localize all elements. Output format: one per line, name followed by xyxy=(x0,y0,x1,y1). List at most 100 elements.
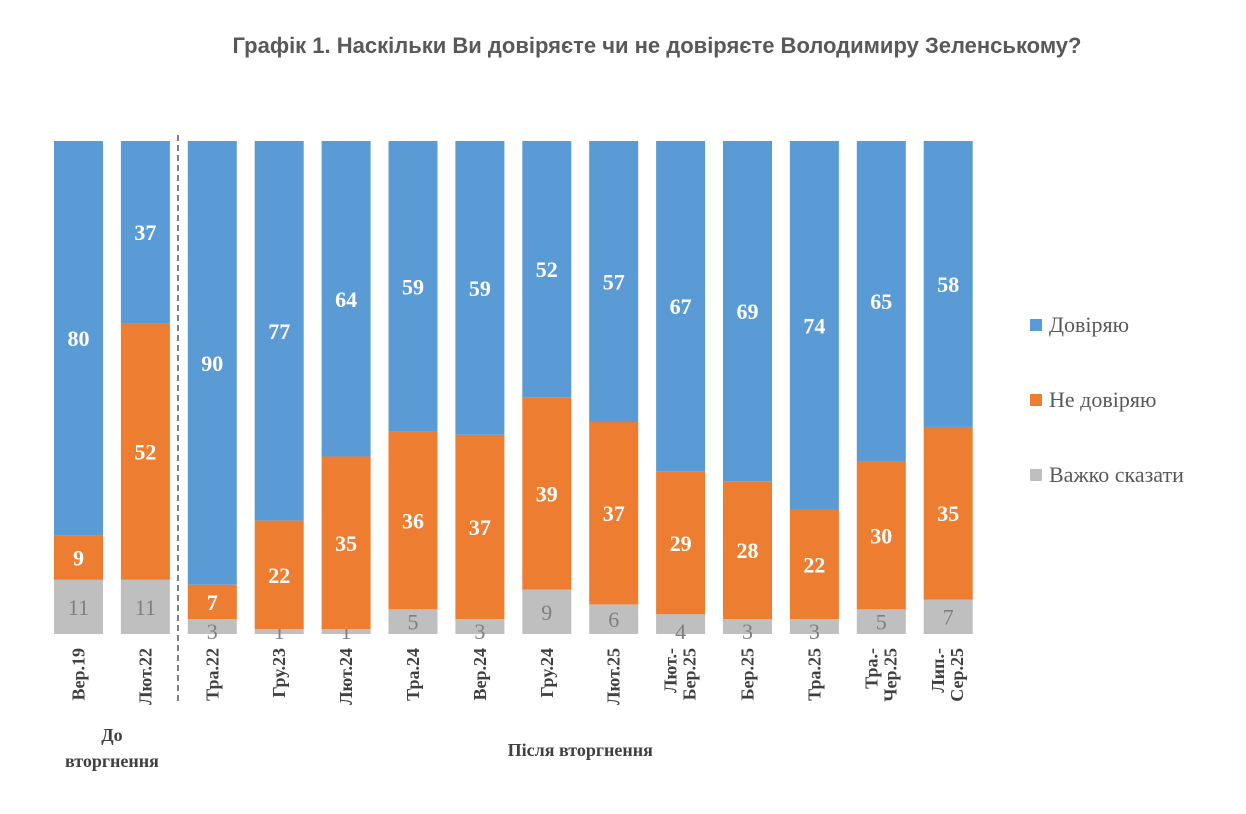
bar-segment xyxy=(789,619,839,634)
data-label: 5 xyxy=(876,610,887,635)
bar-segment xyxy=(254,629,304,634)
bar-segment xyxy=(187,619,237,634)
bar-segment xyxy=(522,141,572,398)
data-label: 65 xyxy=(870,289,892,314)
bar-segment xyxy=(856,461,906,610)
category-label: Лют.24 xyxy=(336,648,356,705)
bar-segment xyxy=(723,481,772,620)
data-label: 28 xyxy=(737,538,759,563)
bar-segment xyxy=(923,141,973,427)
bar-segment xyxy=(187,584,237,620)
data-label: 1 xyxy=(341,619,352,644)
legend-swatch xyxy=(1030,394,1042,406)
data-label: 58 xyxy=(937,272,959,297)
bar-segment xyxy=(723,141,772,482)
data-label: 52 xyxy=(134,440,156,465)
data-label: 9 xyxy=(541,600,552,625)
bar-segment xyxy=(120,579,170,634)
bar-segment xyxy=(54,141,103,536)
bar-segment xyxy=(923,599,973,634)
bar-segment xyxy=(656,471,706,615)
category-label: Тра.25 xyxy=(804,648,824,701)
data-label: 11 xyxy=(68,595,89,620)
group-label: Після вторгнення xyxy=(508,740,653,760)
data-label: 64 xyxy=(335,287,357,312)
data-label: 35 xyxy=(937,501,959,526)
bar-segment xyxy=(589,422,639,605)
bar-segment xyxy=(254,520,304,630)
legend-swatch xyxy=(1030,469,1042,481)
data-label: 52 xyxy=(536,257,558,282)
bar-segment xyxy=(923,426,973,600)
data-label: 35 xyxy=(335,531,357,556)
data-label: 74 xyxy=(803,313,825,338)
bar-segment xyxy=(388,141,438,432)
bar-segment xyxy=(455,434,505,620)
category-label: Тра.-Чер.25 xyxy=(861,648,900,702)
bar-segment xyxy=(388,609,438,634)
bar-segment xyxy=(321,629,371,634)
bar-segment xyxy=(856,141,906,462)
data-label: 3 xyxy=(742,619,753,644)
data-label: 4 xyxy=(675,619,686,644)
data-label: 9 xyxy=(73,546,84,571)
category-label: Гру.24 xyxy=(537,648,557,698)
data-label: 67 xyxy=(670,294,692,319)
category-label: Лют.25 xyxy=(604,648,624,705)
bar-segment xyxy=(656,614,706,634)
bar-segment xyxy=(723,619,772,634)
data-label: 80 xyxy=(68,326,90,351)
bar-segment xyxy=(656,141,706,472)
data-label: 3 xyxy=(474,619,485,644)
bar-segment xyxy=(321,141,371,457)
bar-segment xyxy=(522,397,572,590)
bar-segment xyxy=(789,509,839,620)
data-label: 90 xyxy=(201,351,223,376)
bar-segment xyxy=(120,323,170,580)
data-label: 77 xyxy=(268,319,290,344)
data-label: 57 xyxy=(603,270,625,295)
category-label: Гру.23 xyxy=(269,648,289,698)
data-label: 1 xyxy=(274,619,285,644)
data-label: 6 xyxy=(608,607,619,632)
data-label: 30 xyxy=(870,523,892,548)
bar-segment xyxy=(856,609,906,634)
category-label: Лип.-Сер.25 xyxy=(928,648,967,702)
data-label: 22 xyxy=(803,552,825,577)
bar-segment xyxy=(187,141,237,585)
data-label: 11 xyxy=(135,595,156,620)
bar-segment xyxy=(789,141,839,510)
data-label: 22 xyxy=(268,563,290,588)
data-label: 7 xyxy=(943,605,954,630)
legend-label: Важко сказати xyxy=(1049,462,1184,487)
bar-segment xyxy=(455,619,505,634)
data-label: 37 xyxy=(134,220,156,245)
bar-segment xyxy=(321,456,371,630)
data-label: 37 xyxy=(603,501,625,526)
legend-label: Не довіряю xyxy=(1049,387,1156,412)
category-label: Тра.22 xyxy=(202,648,222,701)
data-label: 29 xyxy=(670,531,692,556)
category-label: Лют.22 xyxy=(135,648,155,705)
data-label: 7 xyxy=(207,590,218,615)
chart-title: Графік 1. Наскільки Ви довіряєте чи не д… xyxy=(233,33,1082,58)
bar-segment xyxy=(54,535,103,580)
data-label: 5 xyxy=(408,610,419,635)
data-label: 3 xyxy=(809,619,820,644)
legend-swatch xyxy=(1030,319,1042,331)
category-label: Вер.24 xyxy=(470,648,490,701)
category-label: Бер.25 xyxy=(738,648,758,700)
bar-segment xyxy=(120,141,170,324)
group-label: До xyxy=(101,725,122,745)
bar-segment xyxy=(254,141,304,521)
category-label: Вер.19 xyxy=(69,648,89,701)
bar-segment xyxy=(589,141,639,423)
data-label: 36 xyxy=(402,509,424,534)
bar-segment xyxy=(522,589,572,634)
bar-segment xyxy=(388,431,438,610)
category-label: Тра.24 xyxy=(403,648,423,701)
bar-segment xyxy=(54,579,103,634)
bar-segment xyxy=(589,604,639,634)
data-label: 3 xyxy=(207,619,218,644)
